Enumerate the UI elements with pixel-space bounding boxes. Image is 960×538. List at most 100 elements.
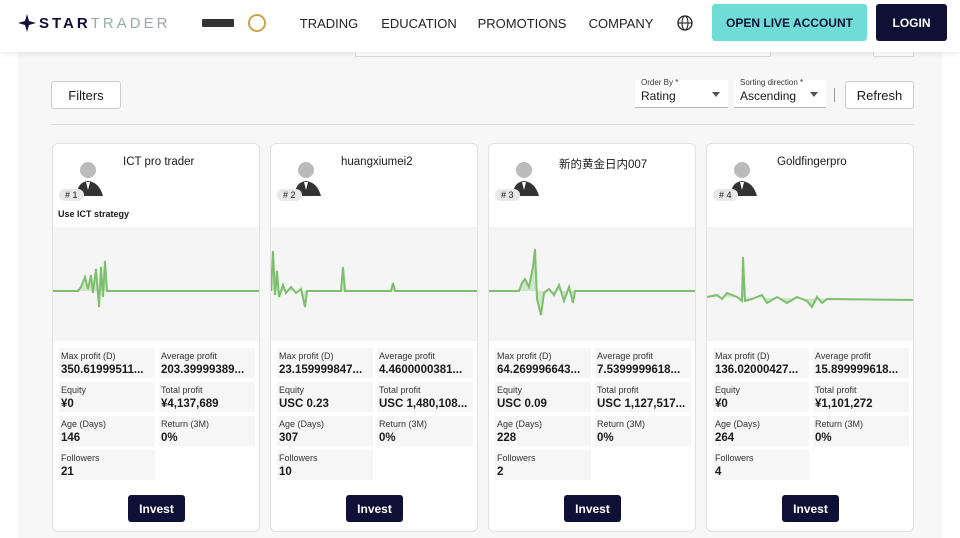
stat-label: Total profit bbox=[597, 385, 639, 395]
stat-cell: Age (Days) 264 bbox=[713, 416, 809, 446]
stat-label: Followers bbox=[497, 453, 536, 463]
stat-value: 146 bbox=[61, 432, 81, 444]
trader-name[interactable]: ICT pro trader bbox=[123, 156, 195, 168]
stat-label: Followers bbox=[279, 453, 318, 463]
stat-value: 23.159999847... bbox=[279, 364, 363, 376]
sparkline-area bbox=[271, 227, 477, 341]
stat-label: Age (Days) bbox=[279, 419, 325, 429]
login-button[interactable]: LOGIN bbox=[876, 4, 947, 41]
stat-value: 4.4600000381... bbox=[379, 364, 463, 376]
stat-value: USC 1,127,517... bbox=[597, 398, 686, 410]
separator bbox=[834, 88, 835, 102]
rank-badge: # 4 bbox=[713, 189, 738, 201]
rank-badge: # 1 bbox=[59, 189, 84, 201]
stat-value: 64.269996643... bbox=[497, 364, 581, 376]
stat-value: 136.02000427... bbox=[715, 364, 799, 376]
stat-value: 10 bbox=[279, 466, 292, 478]
stat-cell: Equity USC 0.23 bbox=[277, 382, 373, 412]
stat-label: Max profit (D) bbox=[279, 351, 334, 361]
stat-cell: Age (Days) 307 bbox=[277, 416, 373, 446]
stat-label: Followers bbox=[715, 453, 754, 463]
stat-cell: Average profit 203.39999389... bbox=[159, 348, 255, 378]
stat-label: Max profit (D) bbox=[497, 351, 552, 361]
stat-label: Equity bbox=[715, 385, 741, 395]
stat-cell: Total profit USC 1,127,517... bbox=[595, 382, 691, 412]
stat-value: 7.5399999618... bbox=[597, 364, 681, 376]
invest-button[interactable]: Invest bbox=[782, 495, 839, 522]
stat-value: 0% bbox=[597, 432, 614, 444]
stat-cell: Max profit (D) 64.269996643... bbox=[495, 348, 591, 378]
stat-value: ¥1,101,272 bbox=[815, 398, 873, 410]
divider bbox=[51, 124, 914, 125]
search-button[interactable] bbox=[873, 52, 914, 57]
stat-cell: Average profit 15.899999618... bbox=[813, 348, 909, 378]
filters-button[interactable]: Filters bbox=[51, 81, 121, 109]
stat-label: Total profit bbox=[379, 385, 421, 395]
stat-value: USC 0.23 bbox=[279, 398, 329, 410]
nav-item[interactable]: PROMOTIONS bbox=[477, 16, 567, 31]
trader-name[interactable]: huangxiumei2 bbox=[341, 156, 413, 168]
sorting-select[interactable]: Sorting direction * Ascending bbox=[734, 78, 826, 108]
search-box[interactable] bbox=[355, 52, 771, 57]
stat-cell: Average profit 7.5399999618... bbox=[595, 348, 691, 378]
stat-value: 0% bbox=[815, 432, 832, 444]
trader-name[interactable]: 新的黄金日内007 bbox=[559, 159, 648, 171]
stat-cell: Return (3M) 0% bbox=[595, 416, 691, 446]
stat-value: 350.61999511... bbox=[61, 364, 144, 376]
trader-name[interactable]: Goldfingerpro bbox=[777, 156, 847, 168]
order-by-select[interactable]: Order By * Rating bbox=[635, 78, 728, 108]
stat-cell: Equity USC 0.09 bbox=[495, 382, 591, 412]
stat-label: Average profit bbox=[597, 351, 653, 361]
stat-label: Total profit bbox=[815, 385, 857, 395]
logo[interactable]: STARTRADER bbox=[39, 15, 170, 32]
stat-label: Average profit bbox=[379, 351, 435, 361]
stat-value: 264 bbox=[715, 432, 735, 444]
stat-label: Return (3M) bbox=[161, 419, 210, 429]
caret bbox=[810, 92, 818, 97]
sparkline bbox=[271, 250, 477, 308]
stat-cell: Followers 21 bbox=[59, 450, 155, 480]
select-value: Rating bbox=[641, 89, 676, 103]
stat-label: Max profit (D) bbox=[61, 351, 116, 361]
logo-light: TRADER bbox=[90, 15, 171, 32]
sparkline-area bbox=[53, 227, 259, 341]
invest-button[interactable]: Invest bbox=[128, 495, 185, 522]
globe-icon[interactable] bbox=[677, 15, 693, 31]
nav-item[interactable]: COMPANY bbox=[588, 16, 654, 31]
stat-label: Equity bbox=[497, 385, 523, 395]
stat-cell: Followers 4 bbox=[713, 450, 809, 480]
stat-label: Equity bbox=[279, 385, 305, 395]
invest-button[interactable]: Invest bbox=[564, 495, 621, 522]
invest-button[interactable]: Invest bbox=[346, 495, 403, 522]
trader-description: Use ICT strategy bbox=[58, 209, 130, 219]
stat-value: 203.39999389... bbox=[161, 364, 245, 376]
stat-cell: Total profit ¥1,101,272 bbox=[813, 382, 909, 412]
stat-value: USC 1,480,108... bbox=[379, 398, 468, 410]
open-account-button[interactable]: OPEN LIVE ACCOUNT bbox=[712, 4, 867, 41]
stat-cell: Followers 2 bbox=[495, 450, 591, 480]
rank-badge: # 3 bbox=[495, 189, 520, 201]
stat-label: Return (3M) bbox=[597, 419, 646, 429]
nav-item[interactable]: TRADING bbox=[299, 16, 359, 31]
header: STARTRADER TRADING EDUCATION PROMOTIONS COM… bbox=[0, 0, 960, 52]
stat-value: 2 bbox=[497, 466, 504, 478]
stat-value: 0% bbox=[161, 432, 178, 444]
stat-cell: Age (Days) 146 bbox=[59, 416, 155, 446]
refresh-button[interactable]: Refresh bbox=[845, 81, 914, 109]
sparkline-area bbox=[489, 227, 695, 341]
stat-value: 4 bbox=[715, 466, 722, 478]
stat-cell: Return (3M) 0% bbox=[377, 416, 473, 446]
stat-value: ¥4,137,689 bbox=[161, 398, 219, 410]
stat-value: ¥0 bbox=[715, 398, 728, 410]
stat-value: 228 bbox=[497, 432, 517, 444]
stat-value: USC 0.09 bbox=[497, 398, 547, 410]
nav-item[interactable]: EDUCATION bbox=[381, 16, 457, 31]
stat-cell: Return (3M) 0% bbox=[159, 416, 255, 446]
select-label: Order By * bbox=[641, 78, 679, 87]
stat-cell: Average profit 4.4600000381... bbox=[377, 348, 473, 378]
sparkline bbox=[707, 256, 913, 309]
stat-cell: Equity ¥0 bbox=[713, 382, 809, 412]
stat-cell: Total profit USC 1,480,108... bbox=[377, 382, 473, 412]
stat-label: Average profit bbox=[815, 351, 871, 361]
trader-card: # 1 ICT pro trader Use ICT strategy Max pro… bbox=[52, 143, 260, 532]
